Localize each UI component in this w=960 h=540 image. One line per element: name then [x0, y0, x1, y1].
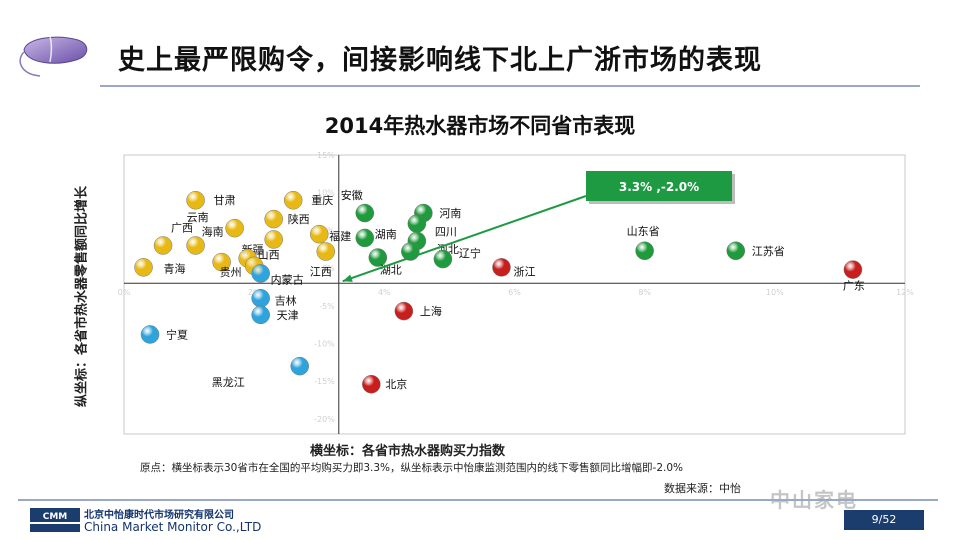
data-source: 数据来源：中怡 — [664, 482, 741, 495]
data-point — [283, 190, 303, 210]
data-point — [251, 305, 270, 325]
data-point — [843, 260, 863, 279]
data-point-label: 北京 — [385, 377, 407, 391]
x-tick-label: 6% — [508, 288, 521, 297]
y-tick-label: 5% — [322, 226, 335, 235]
data-point — [251, 289, 270, 308]
origin-callout-text: 3.3% ,-2.0% — [619, 180, 699, 194]
cmm-logo-icon: CMM — [30, 508, 80, 532]
data-point — [362, 374, 381, 394]
data-point-label: 海南 — [202, 224, 224, 238]
data-point-label: 河南 — [439, 207, 461, 220]
data-point — [186, 190, 205, 210]
data-point-label: 湖南 — [375, 228, 397, 241]
page-number: 9/52 — [844, 510, 924, 530]
data-point — [264, 209, 283, 229]
data-point-label: 湖北 — [380, 264, 402, 277]
data-point — [134, 258, 153, 277]
company-name-en: China Market Monitor Co.,LTD — [84, 520, 262, 534]
data-point-label: 青海 — [164, 261, 186, 275]
data-point-label: 广东 — [843, 280, 865, 293]
data-point-label: 宁夏 — [166, 327, 188, 341]
callout-arrow-head — [342, 274, 353, 282]
callout-arrow-line — [342, 195, 587, 283]
origin-callout-box — [586, 171, 732, 201]
y-tick-label: 0% — [322, 264, 335, 273]
x-tick-label: 4% — [378, 288, 391, 297]
data-point — [316, 242, 336, 261]
y-tick-label: -20% — [314, 415, 335, 424]
data-point-label: 福建 — [329, 229, 351, 243]
y-tick-label: 10% — [317, 189, 335, 198]
company-name-cn: 北京中怡康时代市场研究有限公司 — [84, 510, 234, 521]
data-point — [153, 236, 173, 255]
data-point — [407, 214, 427, 233]
data-point-label: 辽宁 — [459, 246, 481, 260]
data-point-label: 内蒙古 — [271, 272, 304, 286]
data-point — [140, 325, 160, 344]
data-point — [355, 228, 375, 248]
x-tick-label: 12% — [896, 288, 914, 297]
mouse-logo-icon — [19, 35, 88, 77]
y-tick-label: -15% — [314, 377, 335, 386]
y-tick-label: 15% — [317, 151, 335, 160]
data-point-label: 吉林 — [275, 293, 297, 307]
data-point-label: 天津 — [277, 309, 299, 322]
footer-divider — [18, 499, 938, 501]
data-point — [212, 252, 231, 272]
data-point — [264, 230, 283, 249]
x-axis-label: 横坐标：各省市热水器购买力指数 — [310, 444, 506, 459]
data-point-label: 山西 — [258, 248, 280, 261]
data-point — [290, 356, 309, 376]
data-point-label: 山东省 — [627, 225, 660, 238]
data-point — [251, 264, 270, 283]
x-tick-label: 10% — [766, 288, 784, 297]
title-divider — [100, 85, 920, 87]
x-tick-label: 8% — [638, 288, 651, 297]
data-point-label: 甘肃 — [214, 194, 236, 207]
data-point-label: 黑龙江 — [212, 376, 245, 389]
page-title: 史上最严限购令，间接影响线下北上广浙市场的表现 — [118, 45, 762, 76]
data-point-label: 江西 — [310, 266, 332, 279]
data-point-label: 贵州 — [220, 266, 242, 279]
data-point-label: 安徽 — [341, 188, 363, 202]
data-point-label: 浙江 — [513, 265, 535, 278]
data-point — [368, 248, 388, 267]
data-point — [355, 203, 375, 223]
data-point — [635, 241, 654, 261]
data-point — [433, 249, 453, 269]
data-point-label: 江苏省 — [752, 245, 785, 258]
y-tick-label: -5% — [319, 302, 335, 311]
data-point — [310, 224, 329, 244]
y-tick-label: -10% — [314, 340, 335, 349]
data-point — [726, 241, 746, 261]
data-point-label: 云南 — [187, 211, 209, 224]
cmm-logo-text: CMM — [43, 512, 68, 522]
data-point-label: 上海 — [420, 304, 442, 318]
x-tick-label: 0% — [118, 288, 131, 297]
data-point-label: 广西 — [171, 221, 193, 234]
data-point — [186, 236, 205, 255]
chart-title: 2014年热水器市场不同省市表现 — [324, 114, 636, 138]
data-point — [492, 258, 511, 277]
data-point — [394, 301, 414, 321]
data-point-label: 四川 — [435, 226, 457, 239]
y-axis-label: 纵坐标：各省市热水器零售额同比增长 — [74, 186, 90, 408]
data-point — [225, 218, 244, 238]
data-point-label: 陕西 — [288, 212, 310, 226]
data-point-label: 重庆 — [311, 193, 333, 207]
origin-note: 原点：横坐标表示30省市在全国的平均购买力即3.3%，纵坐标表示中怡康监测范围内… — [140, 462, 683, 474]
